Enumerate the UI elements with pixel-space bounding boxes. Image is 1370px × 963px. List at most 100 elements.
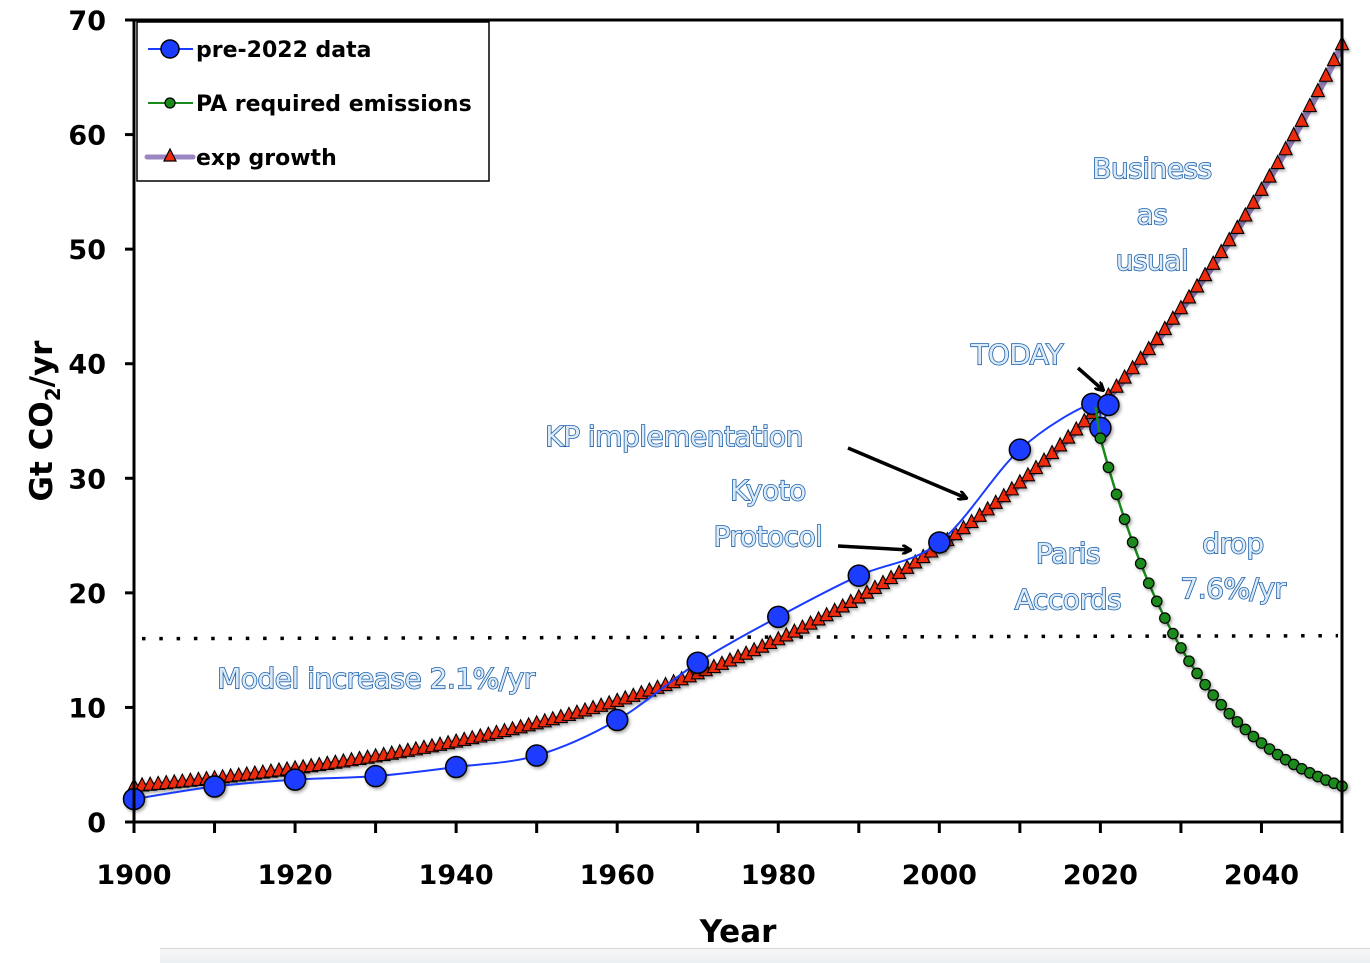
- legend-box: [136, 21, 490, 182]
- triangle-marker: [1149, 330, 1165, 346]
- y-tick-label: 40: [68, 350, 106, 381]
- y-axis-title: Gt CO2/yr: [24, 340, 65, 502]
- kp-implementation-arrow-icon: [847, 446, 966, 498]
- annotation-model-increase: Model increase 2.1%/yr: [216, 661, 537, 696]
- y-tick-label: 20: [68, 579, 106, 610]
- pa-point: [1118, 513, 1131, 526]
- annotation-line: Model increase 2.1%/yr: [217, 662, 536, 695]
- pa-point: [1175, 642, 1187, 654]
- triangle-marker: [1109, 377, 1124, 393]
- legend: pre-2022 data PA required emissions exp …: [136, 21, 490, 182]
- triangle-marker: [1246, 194, 1261, 209]
- annotation-paris-accords: Paris Accords: [1014, 536, 1123, 617]
- triangle-marker: [1173, 299, 1189, 315]
- triangle-marker: [1213, 243, 1229, 259]
- annotation-line: 7.6%/yr: [1180, 572, 1286, 605]
- x-axis: 1900 1920 1940 1960 1980 2000 2020 2040: [96, 822, 1344, 891]
- triangle-marker: [1020, 466, 1036, 482]
- triangle-marker: [1197, 266, 1213, 282]
- pa-point: [1134, 557, 1147, 570]
- plot-frame: [132, 18, 1344, 824]
- triangle-marker: [1157, 320, 1173, 336]
- annotation-kp-implementation: KP implementation: [544, 419, 966, 498]
- data-point: [686, 651, 709, 674]
- pa-point: [1167, 627, 1179, 640]
- triangle-marker: [1181, 288, 1197, 304]
- x-axis-title: Year: [699, 914, 778, 950]
- data-point: [283, 768, 307, 791]
- triangle-marker: [1286, 126, 1302, 142]
- pa-point: [1239, 723, 1252, 736]
- annotation-line: Accords: [1015, 583, 1121, 616]
- kyoto-protocol-arrow-icon: [837, 544, 910, 550]
- triangle-marker: [1310, 82, 1326, 98]
- triangle-marker: [1326, 51, 1342, 67]
- pa-point: [1126, 536, 1139, 549]
- data-point: [203, 775, 226, 798]
- y-tick-label: 70: [68, 6, 106, 37]
- pa-point: [1271, 748, 1284, 761]
- triangle-marker: [1205, 255, 1221, 270]
- x-tick-label: 1980: [741, 860, 816, 891]
- annotation-line: Paris: [1036, 537, 1100, 570]
- x-tick-label: 1940: [419, 860, 494, 891]
- triangle-marker: [1254, 181, 1269, 196]
- data-point: [1097, 393, 1120, 417]
- data-point: [525, 744, 548, 767]
- triangle-marker: [1270, 154, 1285, 170]
- annotation-line: usual: [1116, 244, 1189, 277]
- pa-point: [1255, 737, 1268, 749]
- triangle-marker: [1125, 359, 1140, 375]
- pa-point: [1142, 577, 1155, 589]
- triangle-marker: [1318, 67, 1334, 82]
- triangle-marker: [1052, 436, 1068, 452]
- pa-point: [1231, 716, 1244, 728]
- annotation-line: Business: [1092, 152, 1211, 185]
- background-window-edge: [160, 948, 1370, 963]
- data-point: [767, 605, 790, 629]
- pa-point: [1102, 461, 1115, 474]
- annotation-drop-rate: drop 7.6%/yr: [1180, 526, 1288, 606]
- pa-point: [1110, 488, 1123, 501]
- annotation-today: TODAY: [969, 337, 1103, 390]
- pa-point: [1199, 678, 1211, 691]
- x-tick-label: 2040: [1224, 860, 1299, 891]
- triangle-marker: [1076, 412, 1092, 428]
- pre-2022-data-markers: [122, 392, 1120, 811]
- annotation-line: KP implementation: [545, 420, 803, 453]
- triangle-marker: [1060, 428, 1076, 444]
- y-axis-title-tail: /yr: [24, 340, 60, 388]
- annotation-line: Protocol: [714, 520, 823, 553]
- annotation-kyoto-protocol: Kyoto Protocol: [713, 473, 910, 553]
- y-axis-title-sub: 2: [41, 387, 65, 401]
- annotations: Business as usual TODAY KP implementatio…: [216, 151, 1288, 696]
- y-tick-label: 60: [68, 121, 106, 152]
- legend-label: pre-2022 data: [196, 38, 372, 63]
- data-point: [847, 564, 871, 587]
- triangle-marker: [1189, 277, 1205, 293]
- legend-label: exp growth: [196, 146, 337, 171]
- x-tick-label: 2000: [902, 860, 977, 891]
- legend-marker-small-circle: [164, 97, 176, 109]
- triangle-marker: [1165, 309, 1181, 325]
- data-point: [1008, 438, 1032, 461]
- x-tick-label: 1920: [257, 860, 332, 891]
- pa-point: [1215, 698, 1227, 711]
- x-tick-label: 1960: [580, 860, 655, 891]
- annotation-line: as: [1137, 198, 1168, 231]
- triangle-marker: [1278, 140, 1294, 156]
- annotation-line: TODAY: [970, 338, 1064, 371]
- data-point: [928, 531, 951, 554]
- triangle-marker: [1068, 420, 1084, 436]
- legend-label: PA required emissions: [196, 92, 472, 117]
- triangle-marker: [1028, 459, 1044, 475]
- triangle-marker: [1117, 368, 1132, 384]
- x-tick-label: 1900: [96, 860, 171, 891]
- pa-point: [1183, 655, 1195, 667]
- annotation-business-as-usual: Business as usual: [1091, 151, 1213, 278]
- y-tick-label: 50: [68, 235, 106, 266]
- triangle-marker: [1302, 97, 1318, 113]
- triangle-marker: [1036, 451, 1052, 467]
- x-tick-label: 2020: [1063, 860, 1138, 891]
- y-axis-title-main: Gt CO: [24, 401, 60, 501]
